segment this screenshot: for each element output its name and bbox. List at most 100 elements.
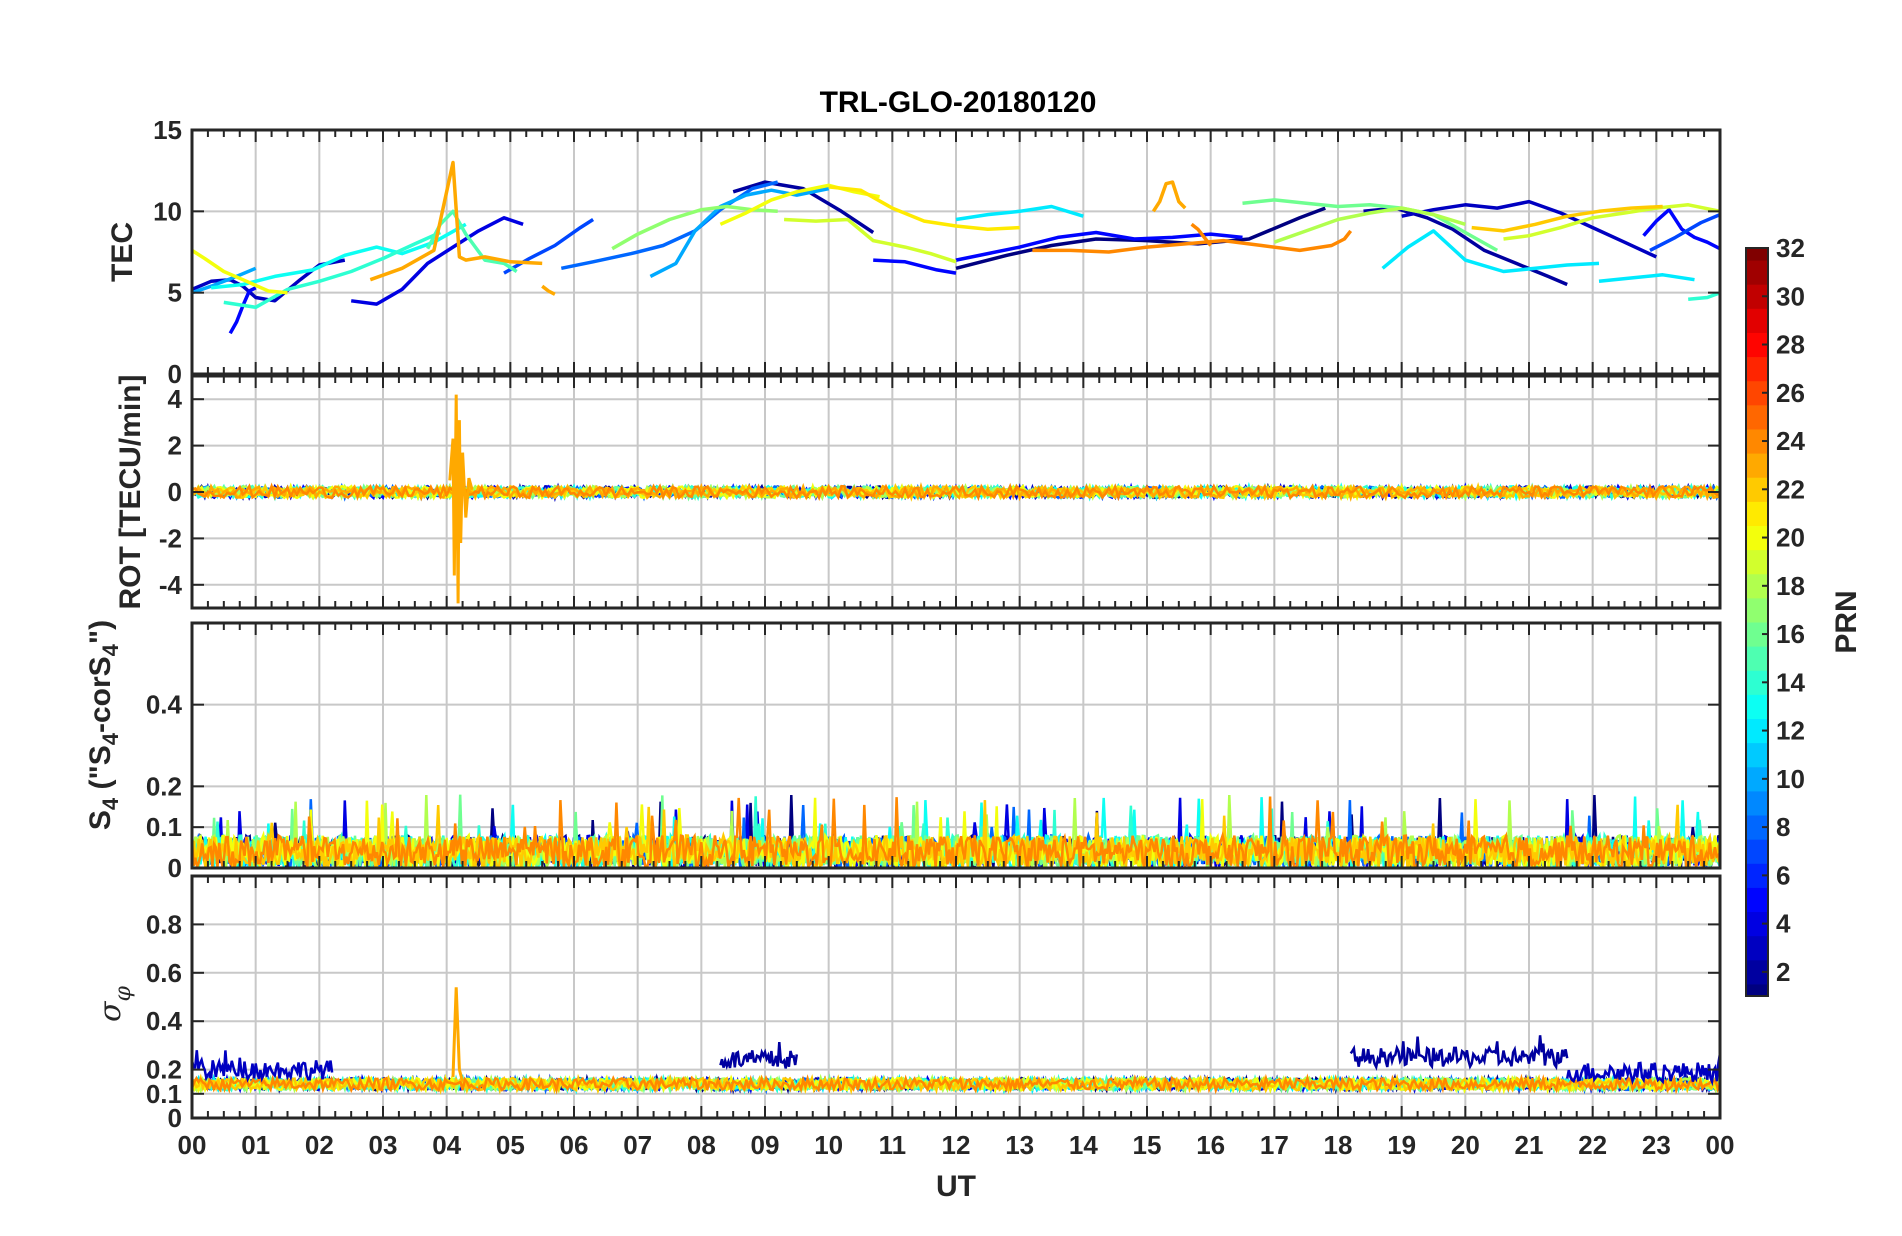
colorbar-swatch [1746,815,1768,840]
x-tick-label: 08 [687,1130,716,1160]
s4-label-mid: ("S [84,745,117,798]
tec-series-prn-12 [1598,273,1695,284]
s4-label-sub2: 4 [98,732,123,745]
rot-series-prn-24 [192,482,1720,502]
tec-series-prn-14 [1688,291,1720,301]
colorbar-swatch [1746,622,1768,647]
sigma-elevated-prn-2 [1349,1035,1569,1071]
y-tick-label: 0.8 [146,909,182,939]
y-tick-label: 10 [153,196,182,226]
colorbar-swatch [1746,380,1768,406]
tec-series-prn-20 [719,183,880,226]
tec-series-prn-16 [1242,198,1499,252]
panel-data-3 [192,987,1720,1095]
s4-label-main: S [84,810,117,830]
phi-subscript: φ [111,985,136,1001]
colorbar-swatch [1746,428,1768,454]
x-tick-label: 07 [623,1130,652,1160]
sigma-symbol: σ [93,1000,128,1022]
colorbar-tick-label: 22 [1776,474,1805,504]
colorbar-tick-label: 28 [1776,330,1805,360]
sigma-elevated-prn-3 [1565,1053,1720,1087]
colorbar-label: PRN [1830,590,1863,653]
tec-series-prn-19 [784,217,957,264]
tec-series-prn-14 [223,230,442,310]
tec-series-prn-23 [1151,180,1187,213]
colorbar-tick-label: 18 [1776,571,1805,601]
colorbar-tick-label: 20 [1776,523,1805,553]
y-tick-label: 4 [168,384,183,414]
y-tick-label: 0.1 [146,1079,182,1109]
panels: 051015-4-202400.10.20.400.10.20.40.60.80… [146,115,1735,1160]
colorbar-swatch [1746,597,1768,623]
colorbar-swatch [1746,477,1768,502]
y-tick-label: 0 [168,359,182,389]
colorbar-tick-label: 8 [1776,812,1790,842]
y-tick-label: 15 [153,115,182,145]
colorbar-swatch [1746,935,1768,961]
colorbar-swatch [1746,670,1768,695]
y-tick-label: 0 [168,1103,182,1133]
x-tick-label: 05 [496,1130,525,1160]
y-tick-label: 5 [168,278,182,308]
colorbar-swatch [1746,332,1768,358]
x-tick-label: 02 [305,1130,334,1160]
tec-series-prn-5 [1642,207,1720,251]
tec-series-prn-3 [1401,199,1658,259]
colorbar-tick-label: 12 [1776,716,1805,746]
s4-series-prn-20 [192,797,1720,868]
tec-series-prn-13 [210,222,467,290]
x-tick-label: 01 [241,1130,270,1160]
x-tick-label: 22 [1578,1130,1607,1160]
colorbar-tick-label: 24 [1776,426,1805,456]
tec-series-prn-12 [955,204,1084,222]
x-tick-label: 17 [1260,1130,1289,1160]
y-tick-label: -2 [159,523,182,553]
colorbar-frame [1745,247,1769,997]
colorbar-tick-label: 30 [1776,281,1805,311]
y-tick-label: 0.1 [146,812,182,842]
panel-1: -4 -2 0 2 4 [159,374,1722,610]
colorbar-swatch [1746,248,1768,261]
y-tick-label: 0.4 [146,690,183,720]
colorbar-tick-label: 4 [1776,909,1791,939]
x-tick-label: 03 [369,1130,398,1160]
s4-label-sub1: 4 [98,797,123,810]
x-tick-label: 11 [879,1130,907,1160]
colorbar-swatch [1746,308,1768,333]
y-tick-label: 0 [168,853,182,883]
y-tick-label: 0.4 [146,1006,183,1036]
colorbar-tick-label: 6 [1776,860,1790,890]
tec-series-prn-5 [873,258,957,275]
tec-series-prn-24 [1190,222,1213,247]
colorbar-swatch [1746,766,1768,792]
x-tick-label: 10 [814,1130,843,1160]
colorbar-swatch [1746,573,1768,599]
colorbar-swatch [1746,911,1768,937]
colorbar-swatch [1746,404,1768,430]
x-tick-label: 04 [432,1130,461,1160]
sigma-elevated-prn-2 [719,1041,799,1071]
tec-series-prn-19 [1503,203,1720,241]
tec-series-prn-21 [828,185,1020,231]
tec-series-prn-20 [192,248,288,295]
colorbar-swatch [1746,260,1768,285]
x-tick-label: 19 [1387,1130,1416,1160]
x-tick-label: 16 [1196,1130,1225,1160]
colorbar-tick-label: 16 [1776,619,1805,649]
colorbar-swatch [1746,453,1768,478]
sigma-spike-prn-23 [451,987,465,1083]
x-tick-label: 00 [1706,1130,1735,1160]
rot-series-prn-23 [192,482,1720,503]
tec-series-prn-22 [1471,204,1663,233]
colorbar-swatch [1746,983,1768,997]
colorbar-tick-label: 26 [1776,378,1805,408]
tec-series-prn-18 [1273,206,1466,244]
x-axis-label: UT [936,1170,976,1203]
tec-series-prn-7 [1649,212,1720,252]
colorbar-swatch [1746,742,1768,768]
x-tick-label: 20 [1451,1130,1480,1160]
colorbar-swatch [1746,694,1768,720]
tec-series-prn-23 [369,160,543,282]
x-tick-label: 09 [751,1130,780,1160]
